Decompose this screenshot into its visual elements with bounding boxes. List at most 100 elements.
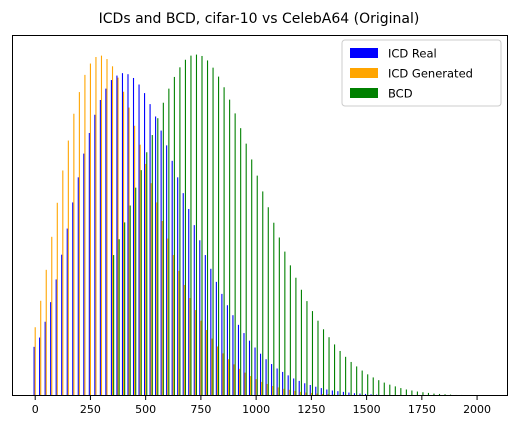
bar-icd-real: [166, 145, 168, 396]
bar-icd-generated: [45, 269, 47, 396]
bar-bcd: [433, 393, 435, 396]
bar-icd-real: [237, 324, 240, 396]
legend-box: [341, 39, 502, 107]
bar-icd-generated: [172, 255, 174, 396]
bar-icd-generated: [95, 57, 97, 396]
bar-bcd: [212, 67, 214, 396]
bar-icd-real: [88, 132, 90, 397]
bar-icd-real: [326, 389, 328, 396]
bar-icd-generated: [189, 298, 191, 396]
bar-bcd: [113, 255, 115, 396]
bar-bcd: [328, 337, 330, 396]
bar-bcd: [356, 366, 358, 396]
bar-bcd: [179, 67, 181, 396]
bar-icd-real: [94, 114, 96, 396]
bar-group: [33, 54, 479, 397]
bar-bcd: [367, 374, 369, 396]
bar-icd-real: [110, 80, 112, 396]
bar-icd-real: [298, 380, 300, 396]
bar-icd-generated: [194, 310, 196, 396]
bar-icd-real: [226, 305, 228, 396]
bar-icd-real: [193, 225, 195, 396]
bar-bcd: [223, 87, 225, 396]
bar-icd-real: [155, 116, 157, 396]
x-tick-label: 0: [32, 403, 39, 416]
bar-icd-generated: [310, 392, 312, 396]
bar-bcd: [416, 391, 418, 396]
bar-bcd: [422, 392, 424, 396]
bar-bcd: [394, 386, 396, 396]
bar-bcd: [405, 389, 407, 396]
bar-icd-generated: [239, 368, 241, 396]
bar-icd-generated: [78, 92, 80, 396]
bar-icd-generated: [250, 376, 252, 396]
bar-icd-generated: [299, 391, 301, 396]
bar-icd-generated: [211, 338, 213, 396]
bar-icd-real: [77, 177, 79, 396]
bar-icd-generated: [222, 353, 224, 396]
bar-icd-real: [265, 359, 267, 396]
bar-bcd: [129, 205, 131, 396]
bar-icd-generated: [205, 329, 207, 396]
bar-icd-generated: [183, 284, 185, 396]
legend: ICD Real ICD Generated BCD: [341, 39, 502, 107]
bar-icd-real: [331, 390, 333, 396]
bar-icd-generated: [255, 379, 257, 396]
bar-icd-real: [132, 77, 135, 396]
bar-icd-real: [39, 337, 41, 396]
bar-bcd: [383, 382, 385, 396]
bar-bcd: [311, 311, 314, 396]
bar-icd-generated: [244, 372, 246, 396]
x-tick-label: 1750: [408, 403, 436, 416]
bar-icd-generated: [156, 202, 158, 396]
bar-icd-real: [33, 346, 35, 396]
bar-icd-real: [315, 386, 317, 396]
bar-bcd: [300, 289, 302, 396]
bar-bcd: [278, 237, 280, 396]
bar-icd-generated: [161, 221, 163, 396]
bar-bcd: [245, 143, 247, 396]
plot-frame: [12, 35, 508, 396]
bar-icd-generated: [89, 63, 91, 396]
bar-icd-real: [215, 281, 217, 396]
bar-bcd: [438, 393, 441, 396]
bar-icd-real: [171, 160, 173, 396]
bar-icd-real: [188, 208, 190, 396]
bar-icd-generated: [123, 91, 125, 396]
bar-icd-generated: [134, 125, 136, 397]
bar-bcd: [339, 350, 341, 396]
bar-icd-generated: [73, 113, 75, 396]
bar-icd-generated: [56, 202, 58, 396]
bar-bcd: [378, 380, 380, 396]
bar-bcd: [251, 159, 253, 396]
bar-icd-real: [320, 388, 322, 396]
bar-icd-generated: [128, 107, 130, 396]
x-tick-label: 1250: [297, 403, 325, 416]
bar-bcd: [218, 76, 220, 396]
x-tick-label: 500: [135, 403, 156, 416]
bar-bcd: [173, 76, 175, 396]
bar-icd-real: [287, 375, 289, 396]
bar-bcd: [151, 135, 153, 397]
bar-icd-generated: [216, 346, 219, 396]
bar-icd-generated: [100, 55, 103, 396]
bar-icd-generated: [150, 183, 152, 396]
bar-icd-generated: [51, 236, 53, 396]
bar-icd-real: [254, 347, 256, 396]
bar-icd-generated: [40, 300, 42, 396]
bar-icd-generated: [117, 77, 119, 396]
bar-bcd: [184, 59, 186, 396]
bar-icd-generated: [316, 393, 318, 396]
bar-icd-real: [309, 385, 311, 396]
bar-bcd: [140, 170, 142, 396]
bar-icd-real: [177, 177, 179, 396]
bar-icd-real: [276, 368, 278, 396]
bar-bcd: [389, 384, 391, 396]
bar-icd-generated: [283, 388, 285, 396]
bar-bcd: [289, 265, 291, 396]
bar-icd-generated: [84, 74, 86, 396]
bar-icd-real: [293, 378, 295, 396]
bar-icd-real: [149, 104, 151, 397]
bar-icd-real: [182, 193, 184, 396]
